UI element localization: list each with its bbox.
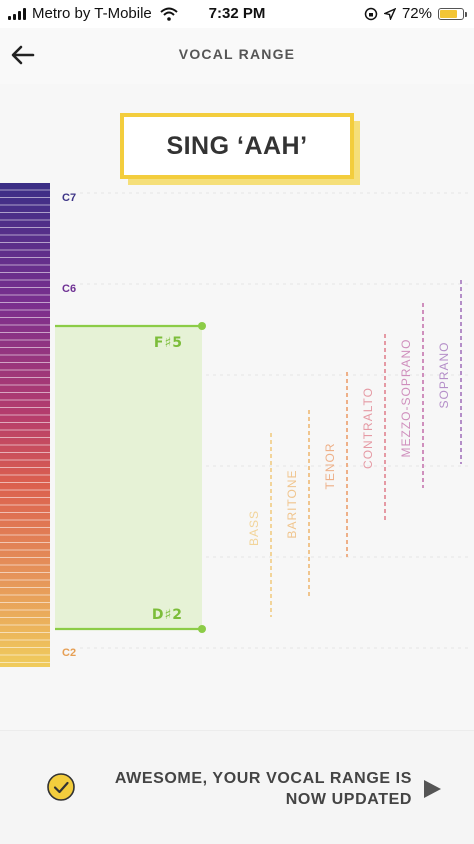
status-bar-right: 72% xyxy=(364,5,467,22)
voice-type-label-mezzo-soprano: MEZZO-SOPRANO xyxy=(399,338,413,457)
status-time: 7:32 PM xyxy=(208,5,266,22)
wifi-icon xyxy=(160,7,178,21)
vocal-range-chart: C7 C6 C5 C4 C3 C2 F♯5 D♯2 BASS BARITONE … xyxy=(0,183,468,667)
signal-icon xyxy=(8,7,26,20)
voice-type-label-tenor: TENOR xyxy=(323,443,337,490)
octave-label-c7: C7 xyxy=(62,192,76,204)
location-icon xyxy=(383,7,396,20)
voice-type-mezzo-soprano: MEZZO-SOPRANO xyxy=(399,303,424,488)
voice-type-contralto: CONTRALTO xyxy=(361,334,386,520)
success-message-line1: AWESOME, YOUR VOCAL RANGE IS xyxy=(114,770,412,787)
orientation-lock-icon xyxy=(364,7,378,20)
voice-type-label-soprano: SOPRANO xyxy=(437,341,451,408)
success-message-line2: NOW UPDATED xyxy=(285,791,412,808)
back-button[interactable] xyxy=(8,40,38,70)
voice-type-baritone: BARITONE xyxy=(285,410,310,597)
status-footer: AWESOME, YOUR VOCAL RANGE IS NOW UPDATED xyxy=(0,730,474,844)
range-low-handle[interactable] xyxy=(198,625,206,633)
voice-type-label-baritone: BARITONE xyxy=(285,469,299,538)
carrier-name: Metro by T-Mobile xyxy=(32,5,152,22)
voice-type-tenor: TENOR xyxy=(323,372,348,557)
voice-type-bass: BASS xyxy=(247,433,272,617)
voice-type-label-bass: BASS xyxy=(247,510,261,546)
success-message: AWESOME, YOUR VOCAL RANGE IS NOW UPDATED xyxy=(98,768,412,810)
check-circle-icon xyxy=(47,773,75,801)
range-high-handle[interactable] xyxy=(198,322,206,330)
pitch-strip-dividers xyxy=(0,189,50,663)
pitch-strip xyxy=(0,183,50,667)
user-range-band xyxy=(55,326,202,629)
low-note-label: D♯2 xyxy=(152,607,183,623)
status-bar-left: Metro by T-Mobile xyxy=(8,5,178,22)
sing-prompt-label: SING ‘AAH’ xyxy=(166,131,308,160)
battery-percent: 72% xyxy=(401,5,432,22)
voice-type-label-contralto: CONTRALTO xyxy=(361,387,375,469)
octave-label-c2: C2 xyxy=(62,647,76,659)
voice-type-soprano: SOPRANO xyxy=(437,280,462,464)
octave-label-c6: C6 xyxy=(62,283,76,295)
sing-prompt: SING ‘AAH’ xyxy=(120,113,360,185)
arrow-left-icon xyxy=(11,45,35,65)
next-button[interactable] xyxy=(420,777,444,801)
battery-icon xyxy=(438,7,467,20)
high-note-label: F♯5 xyxy=(154,335,183,351)
play-arrow-icon xyxy=(424,780,441,798)
status-bar: Metro by T-Mobile 7:32 PM 72% xyxy=(0,0,474,28)
app-header: VOCAL RANGE xyxy=(0,28,474,84)
page-title: VOCAL RANGE xyxy=(178,46,296,62)
